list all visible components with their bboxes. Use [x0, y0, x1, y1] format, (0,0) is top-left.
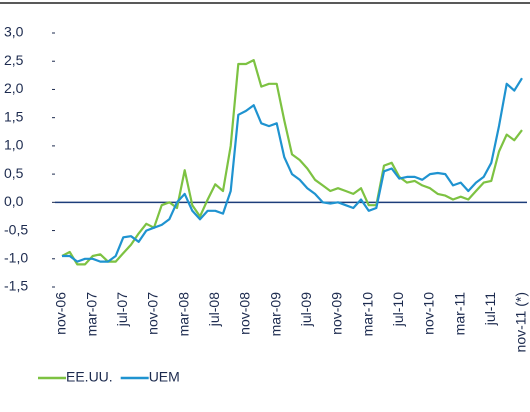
x-tick-label: mar-09	[267, 292, 283, 337]
y-tick-label: 0,5	[4, 165, 24, 181]
y-tick-label: 2,0	[4, 80, 24, 96]
x-tick-label: jul-11	[482, 292, 498, 326]
x-tick-label: nov-08	[237, 292, 253, 335]
x-tick-label: jul-10	[390, 292, 406, 327]
y-tick-label: 1,5	[4, 108, 24, 124]
x-tick-label: nov-11 (*)	[513, 292, 529, 352]
x-tick-label: nov-06	[53, 292, 69, 335]
y-tick-label: 0,0	[4, 193, 24, 209]
x-tick-label: jul-08	[206, 292, 222, 327]
y-tick-label: 2,5	[4, 52, 24, 68]
y-tick-label: -0,5	[4, 221, 28, 237]
x-tick-label: mar-07	[83, 292, 99, 337]
series-line	[62, 77, 523, 263]
y-tick-label: -1,5	[4, 278, 28, 294]
y-tick-label: 3,0	[4, 24, 24, 40]
legend-label: UEM	[149, 369, 180, 385]
x-tick-label: jul-09	[298, 292, 314, 327]
x-tick-label: mar-10	[359, 292, 375, 337]
x-tick-label: nov-07	[145, 292, 161, 335]
x-tick-label: nov-10	[421, 292, 437, 335]
x-tick-label: mar-11	[451, 292, 467, 336]
legend-label: EE.UU.	[66, 369, 113, 385]
x-tick-label: nov-09	[329, 292, 345, 335]
y-tick-label: -1,0	[4, 249, 28, 265]
series-line	[61, 59, 523, 266]
x-tick-label: jul-07	[114, 292, 130, 327]
y-tick-label: 1,0	[4, 137, 24, 153]
x-tick-label: mar-08	[175, 292, 191, 337]
